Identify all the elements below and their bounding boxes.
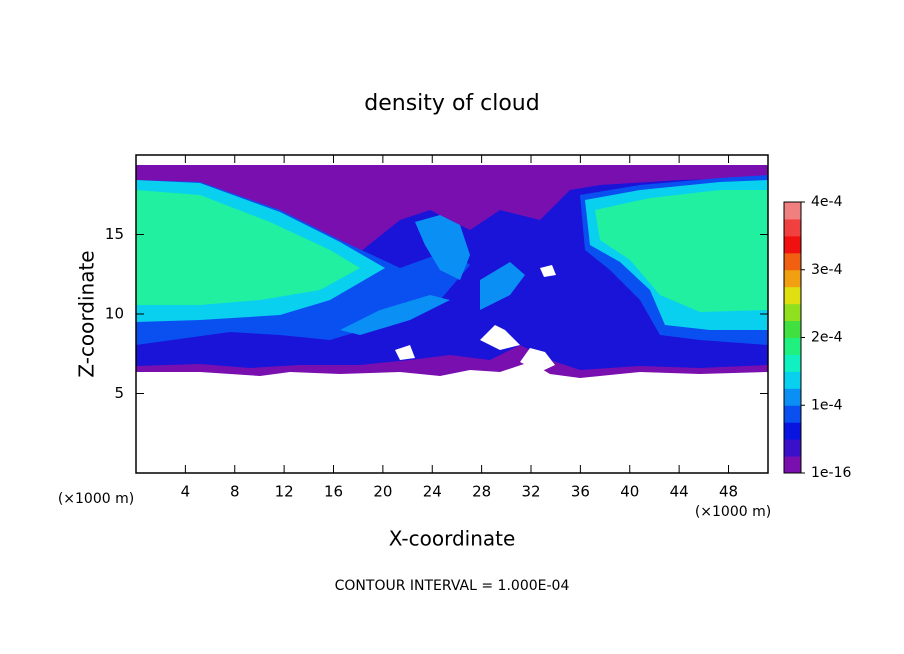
field-region <box>136 190 360 305</box>
x-tick-label: 44 <box>670 483 689 501</box>
field-hole <box>480 325 520 350</box>
field-region <box>480 262 525 310</box>
colorbar-swatch <box>784 235 801 254</box>
y-tick-label: 15 <box>105 225 124 243</box>
x-tick-label: 40 <box>620 483 639 501</box>
colorbar-swatch <box>784 439 801 457</box>
colorbar-swatch <box>784 303 801 322</box>
x-tick-label: 36 <box>571 483 590 501</box>
x-tick-label: 32 <box>521 483 540 501</box>
colorbar-tick-label: 1e-4 <box>811 397 843 413</box>
colorbar-tick-label: 4e-4 <box>811 194 843 210</box>
y-tick-label: 5 <box>114 384 124 402</box>
x-tick-label: 24 <box>423 483 442 501</box>
x-tick-label: 8 <box>230 483 240 501</box>
colorbar-swatch <box>784 269 801 288</box>
colorbar-swatch <box>784 218 801 237</box>
colorbar-tick-label: 3e-4 <box>811 262 843 278</box>
x-tick-label: 20 <box>373 483 392 501</box>
colorbar-swatch <box>784 252 801 271</box>
field-hole <box>395 345 415 360</box>
colorbar-swatch <box>784 422 801 440</box>
x-tick-label: 48 <box>719 483 738 501</box>
x-unit-left: (×1000 m) <box>58 491 134 507</box>
colorbar-swatch <box>784 388 801 406</box>
field-region <box>415 215 470 280</box>
y-axis-title: Z-coordinate <box>75 250 99 377</box>
colorbar-swatch <box>784 320 801 338</box>
field-hole <box>520 348 555 372</box>
x-tick-label: 28 <box>472 483 491 501</box>
colorbar-tick-label: 1e-16 <box>811 465 851 481</box>
x-tick-label: 16 <box>324 483 343 501</box>
x-tick-label: 12 <box>275 483 294 501</box>
colorbar-swatch <box>784 354 801 372</box>
field-hole <box>540 265 556 277</box>
x-unit-right: (×1000 m) <box>695 504 771 520</box>
footnote: CONTOUR INTERVAL = 1.000E-04 <box>335 578 570 594</box>
colorbar-tick-label: 2e-4 <box>811 330 843 346</box>
y-tick-label: 10 <box>105 305 124 323</box>
colorbar-swatch <box>784 202 801 220</box>
chart-title: density of cloud <box>364 91 539 116</box>
field-region <box>340 295 450 335</box>
colorbar-swatch <box>784 371 801 389</box>
colorbar-swatch <box>784 286 801 305</box>
colorbar-swatch <box>784 337 801 355</box>
x-tick-label: 4 <box>181 483 191 501</box>
x-axis-title: X-coordinate <box>389 527 516 551</box>
colorbar-swatch <box>784 405 801 423</box>
field <box>136 165 768 378</box>
colorbar-swatch <box>784 456 801 474</box>
field-region <box>595 190 768 312</box>
